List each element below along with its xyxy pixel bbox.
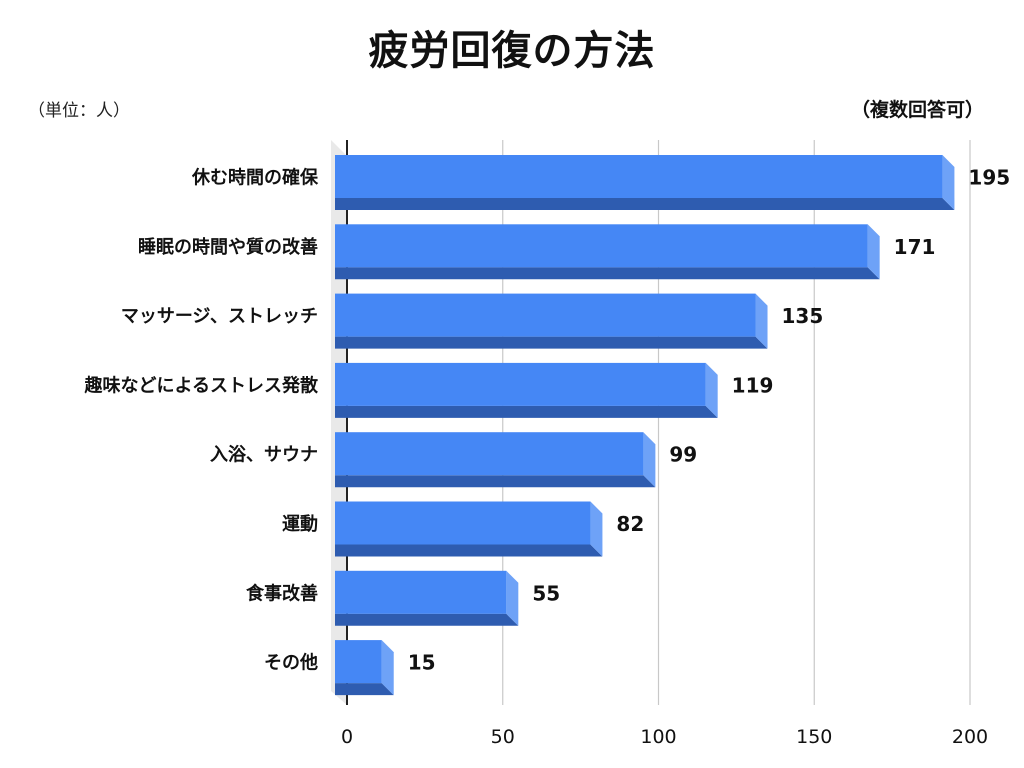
bar-side-face bbox=[705, 362, 718, 418]
bar bbox=[335, 640, 394, 696]
bar-side-face bbox=[381, 640, 394, 696]
bar bbox=[335, 224, 880, 280]
bar bbox=[335, 501, 603, 557]
bar-bottom-face bbox=[335, 198, 955, 210]
chart-title: 疲労回復の方法 bbox=[368, 28, 656, 74]
x-tick-label: 50 bbox=[491, 726, 515, 748]
category-label: 運動 bbox=[282, 513, 318, 535]
value-label: 135 bbox=[782, 304, 824, 328]
bar bbox=[335, 362, 718, 418]
bar-front-face bbox=[335, 155, 943, 198]
value-label: 119 bbox=[732, 373, 774, 397]
bar-front-face bbox=[335, 501, 591, 545]
x-tick-label: 200 bbox=[952, 726, 988, 748]
x-tick-label: 100 bbox=[640, 726, 676, 748]
bar-bottom-face bbox=[335, 405, 718, 418]
category-label: その他 bbox=[264, 652, 318, 674]
bar-front-face bbox=[335, 224, 868, 268]
value-label: 15 bbox=[408, 651, 436, 675]
category-label: 睡眠の時間や質の改善 bbox=[138, 236, 318, 258]
bar-bottom-face bbox=[335, 683, 394, 696]
bar-front-face bbox=[335, 432, 644, 476]
bar-bottom-face bbox=[335, 336, 768, 349]
bar-side-face bbox=[755, 293, 768, 349]
bar-bottom-face bbox=[335, 475, 656, 488]
bar-side-face bbox=[643, 432, 656, 488]
value-label: 55 bbox=[532, 581, 560, 605]
x-tick-label: 0 bbox=[341, 726, 353, 748]
bar-side-face bbox=[942, 155, 955, 210]
bar-side-face bbox=[867, 224, 880, 280]
category-label: マッサージ、ストレッチ bbox=[121, 306, 318, 327]
bar-side-face bbox=[590, 501, 603, 557]
bar-bottom-face bbox=[335, 544, 603, 557]
axis-wall bbox=[331, 140, 347, 705]
value-label: 195 bbox=[968, 166, 1010, 190]
bar-front-face bbox=[335, 293, 756, 337]
value-label: 82 bbox=[616, 512, 644, 536]
bar-bottom-face bbox=[335, 267, 880, 280]
multiple-answer-note: （複数回答可） bbox=[850, 99, 984, 121]
bar-front-face bbox=[335, 362, 706, 406]
value-label: 171 bbox=[894, 235, 936, 259]
category-label: 入浴、サウナ bbox=[210, 445, 318, 466]
category-label: 趣味などによるストレス発散 bbox=[84, 374, 319, 396]
bar bbox=[335, 570, 519, 626]
bar bbox=[335, 432, 656, 488]
value-label: 99 bbox=[669, 443, 697, 467]
x-tick-label: 150 bbox=[796, 726, 832, 748]
bar-bottom-face bbox=[335, 613, 519, 626]
bar-front-face bbox=[335, 570, 507, 614]
category-label: 休む時間の確保 bbox=[191, 167, 319, 189]
bar-side-face bbox=[506, 570, 519, 626]
category-label: 食事改善 bbox=[245, 582, 318, 604]
bar-front-face bbox=[335, 640, 382, 684]
unit-label: （単位：人） bbox=[28, 101, 130, 121]
bar bbox=[335, 293, 768, 349]
bar bbox=[335, 155, 955, 210]
